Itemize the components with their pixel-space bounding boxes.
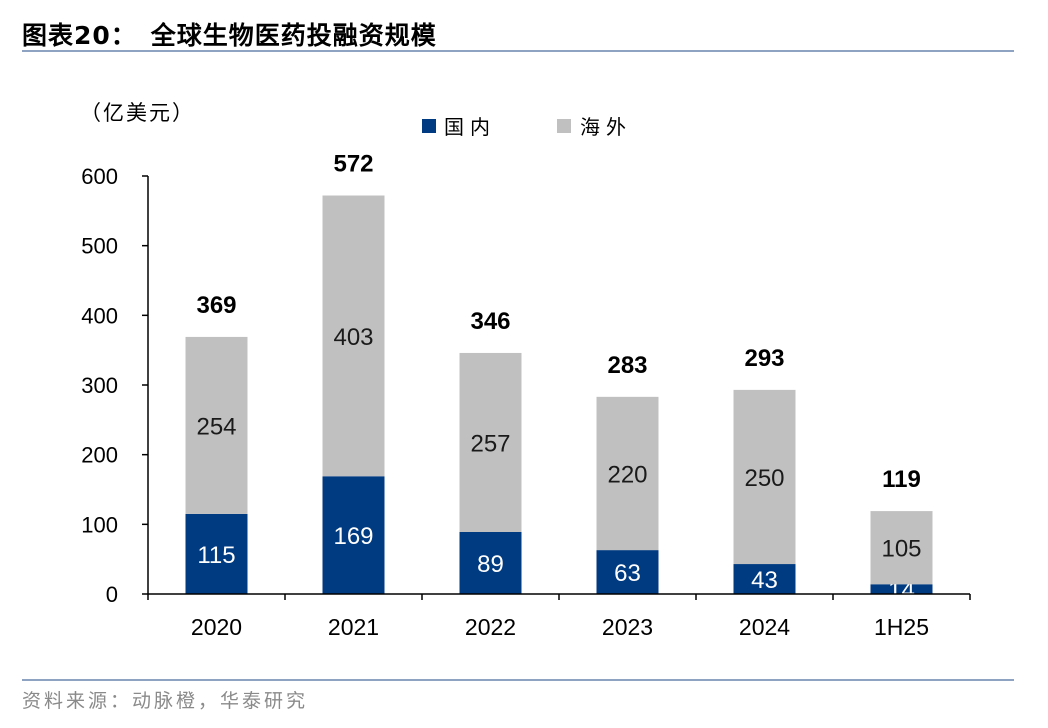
- data-label-domestic: 169: [333, 523, 373, 550]
- legend-label-overseas: 海外: [580, 115, 632, 139]
- y-tick-label: 0: [106, 582, 118, 607]
- data-label-total: 283: [607, 352, 647, 379]
- bar-domestic: [733, 564, 796, 594]
- data-label-total: 346: [470, 308, 510, 335]
- top-rule: [22, 50, 1014, 52]
- figure-label: 图表20：: [22, 21, 137, 50]
- bar-overseas: [870, 511, 933, 585]
- bar-domestic: [596, 550, 659, 594]
- x-tick-label: 2021: [328, 614, 379, 640]
- data-label-overseas: 403: [333, 324, 373, 351]
- x-tick-label: 1H25: [874, 614, 929, 640]
- legend-swatch-overseas: [557, 119, 571, 133]
- data-label-domestic: 115: [197, 542, 235, 569]
- data-label-total: 369: [196, 292, 236, 319]
- data-label-total: 293: [744, 345, 784, 372]
- bar-overseas: [459, 352, 522, 532]
- x-tick-label: 2020: [191, 614, 242, 640]
- y-axis-label: （亿美元）: [80, 101, 195, 125]
- bar-overseas: [596, 396, 659, 551]
- figure-title: 图表20： 全球生物医药投融资规模: [22, 16, 437, 52]
- data-label-overseas: 250: [744, 465, 784, 492]
- chart-header: 图表20： 全球生物医药投融资规模: [22, 14, 1012, 54]
- x-tick-label: 2022: [465, 614, 516, 640]
- bar-overseas: [322, 195, 385, 477]
- bar-domestic: [459, 531, 522, 594]
- legend-swatch-domestic: [422, 119, 436, 133]
- y-tick-label: 600: [81, 164, 118, 189]
- y-tick-label: 300: [81, 373, 118, 398]
- legend-label-domestic: 国内: [444, 115, 496, 139]
- y-tick-label: 400: [81, 303, 118, 328]
- data-label-overseas: 257: [470, 430, 510, 457]
- x-tick-label: 2024: [739, 614, 790, 640]
- bar-overseas: [733, 389, 796, 565]
- bar-overseas: [185, 336, 248, 514]
- bar-domestic: [870, 584, 933, 594]
- data-label-overseas: 220: [607, 461, 647, 488]
- x-tick-label: 2023: [602, 614, 653, 640]
- y-tick-label: 200: [81, 443, 118, 468]
- data-label-total: 119: [882, 466, 921, 493]
- legend: 国内 海外: [422, 115, 632, 139]
- data-label-overseas: 254: [196, 413, 236, 440]
- data-label-total: 572: [333, 151, 373, 178]
- y-tick-label: 500: [81, 234, 118, 259]
- bar-domestic: [185, 513, 248, 594]
- y-tick-label: 100: [81, 512, 118, 537]
- bottom-rule: [22, 679, 1014, 681]
- data-label-domestic: 43: [751, 567, 778, 594]
- plot-area: 0 100 200 300 400 500 600 115 254 369 2020 169 403 57…: [81, 151, 971, 640]
- data-label-domestic: 63: [614, 560, 641, 587]
- bar-domestic: [322, 476, 385, 594]
- data-label-domestic: 89: [477, 551, 504, 578]
- figure-title-text: 全球生物医药投融资规模: [150, 21, 437, 50]
- source-note: 资料来源：动脉橙，华泰研究: [22, 690, 309, 712]
- data-label-overseas: 105: [881, 536, 921, 563]
